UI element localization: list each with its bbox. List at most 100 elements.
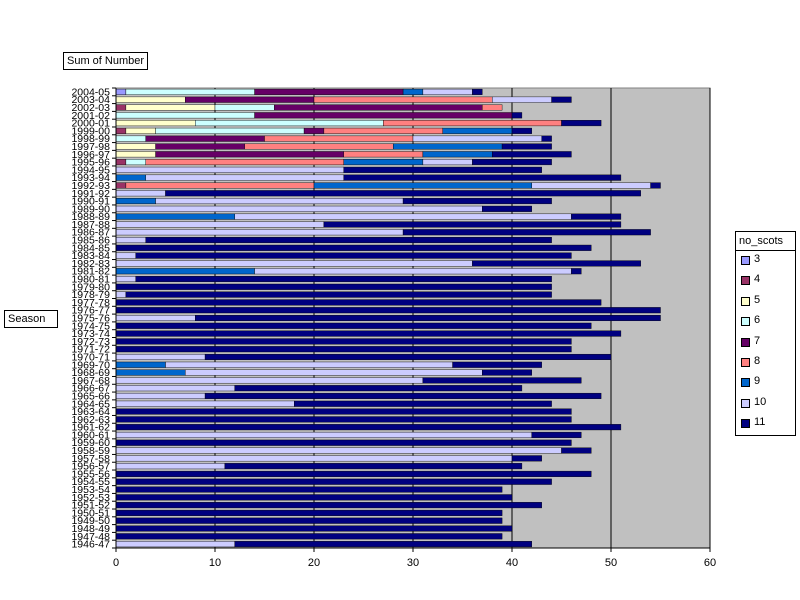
x-tick-label-30: 30 bbox=[407, 557, 419, 569]
bar-1977-78-s11 bbox=[115, 299, 602, 306]
legend-label-9: 9 bbox=[754, 375, 761, 388]
bar-2002-03-s6 bbox=[214, 104, 275, 111]
y-tick-label-1998-99: 1998-99 bbox=[71, 133, 110, 145]
row-field-button[interactable]: Season bbox=[4, 310, 58, 328]
bar-1996-97-s8 bbox=[343, 151, 424, 158]
legend-item-6: 6 bbox=[736, 312, 795, 332]
bar-1946-47-s11 bbox=[234, 541, 533, 548]
bar-2004-05-s10 bbox=[422, 88, 473, 95]
legend-item-10: 10 bbox=[736, 394, 795, 414]
y-tick-label-1961-62: 1961-62 bbox=[71, 422, 110, 434]
y-tick-label-1995-96: 1995-96 bbox=[71, 157, 110, 169]
bar-1997-98-s5 bbox=[115, 143, 156, 150]
bar-2003-04-s5 bbox=[115, 96, 186, 103]
bar-1999-00-s11 bbox=[511, 127, 532, 134]
y-tick-label-1957-58: 1957-58 bbox=[71, 453, 110, 465]
y-tick-label-1960-61: 1960-61 bbox=[71, 429, 110, 441]
legend-items: 3 4 5 6 7 8 9 10 11 bbox=[736, 251, 795, 435]
y-tick-label-1992-93: 1992-93 bbox=[71, 180, 110, 192]
bar-1963-64-s11 bbox=[115, 408, 572, 415]
y-tick-label-1965-66: 1965-66 bbox=[71, 390, 110, 402]
y-tick-label-1954-55: 1954-55 bbox=[71, 476, 110, 488]
bar-1999-00-s8 bbox=[323, 127, 443, 134]
bar-1997-98-s9 bbox=[393, 143, 503, 150]
bar-2003-04-s8 bbox=[313, 96, 493, 103]
bar-1986-87-s10 bbox=[115, 229, 404, 236]
y-tick-label-1952-53: 1952-53 bbox=[71, 492, 110, 504]
y-tick-label-1970-71: 1970-71 bbox=[71, 351, 110, 363]
y-tick-label-1973-74: 1973-74 bbox=[71, 328, 110, 340]
legend-label-6: 6 bbox=[754, 314, 761, 327]
y-tick-label-1986-87: 1986-87 bbox=[71, 227, 110, 239]
legend-label-4: 4 bbox=[754, 273, 761, 286]
bar-1999-00-s7 bbox=[303, 127, 325, 134]
y-tick-label-1964-65: 1964-65 bbox=[71, 398, 110, 410]
bar-1960-61-s11 bbox=[531, 431, 582, 438]
bar-1969-70-s9 bbox=[115, 361, 166, 368]
bar-1978-79-s10 bbox=[115, 291, 127, 298]
bar-1989-90-s10 bbox=[115, 205, 483, 212]
legend-label-3: 3 bbox=[754, 253, 761, 265]
data-field-label[interactable]: Sum of Number bbox=[63, 52, 149, 70]
y-tick-label-1958-59: 1958-59 bbox=[71, 445, 110, 457]
y-tick-label-1974-75: 1974-75 bbox=[71, 320, 110, 332]
bar-1967-68-s11 bbox=[422, 377, 582, 384]
bar-1983-84-s11 bbox=[135, 252, 572, 259]
bar-1980-81-s10 bbox=[115, 276, 136, 283]
y-tick-label-1962-63: 1962-63 bbox=[71, 414, 110, 426]
bar-1972-73-s11 bbox=[115, 338, 572, 345]
legend-swatch-8 bbox=[741, 357, 750, 367]
y-tick-label-1953-54: 1953-54 bbox=[71, 484, 110, 496]
bar-1969-70-s10 bbox=[165, 361, 453, 368]
y-tick-label-1987-88: 1987-88 bbox=[71, 219, 110, 231]
bar-1969-70-s11 bbox=[452, 361, 542, 368]
legend-label-10: 10 bbox=[754, 395, 767, 408]
bar-2004-05-s3 bbox=[115, 88, 127, 95]
y-tick-label-1997-98: 1997-98 bbox=[71, 141, 110, 153]
bar-1996-97-s5 bbox=[115, 151, 156, 158]
bar-1967-68-s10 bbox=[115, 377, 424, 384]
y-tick-label-1984-85: 1984-85 bbox=[71, 242, 110, 254]
y-tick-label-1991-92: 1991-92 bbox=[71, 188, 110, 200]
bar-1968-69-s11 bbox=[482, 369, 532, 376]
legend-label-5: 5 bbox=[754, 293, 761, 306]
legend-label-7: 7 bbox=[754, 334, 761, 347]
bar-2003-04-s7 bbox=[185, 96, 315, 103]
y-tick-label-1968-69: 1968-69 bbox=[71, 367, 110, 379]
bar-1968-69-s10 bbox=[185, 369, 483, 376]
legend-swatch-3 bbox=[741, 256, 750, 265]
bar-1993-94-s9 bbox=[115, 174, 146, 181]
bar-1991-92-s10 bbox=[115, 190, 166, 197]
bar-1946-47-s10 bbox=[115, 541, 236, 548]
bar-1995-96-s6 bbox=[125, 159, 146, 166]
bar-1986-87-s11 bbox=[402, 229, 651, 236]
bar-1987-88-s10 bbox=[115, 221, 325, 228]
bar-1985-86-s10 bbox=[115, 237, 146, 244]
y-tick-label-1966-67: 1966-67 bbox=[71, 383, 110, 395]
bar-2003-04-s11 bbox=[551, 96, 572, 103]
legend-title[interactable]: no_scots bbox=[736, 232, 795, 251]
bar-1995-96-s8 bbox=[145, 159, 344, 166]
bar-1975-76-s11 bbox=[194, 314, 661, 322]
bar-1970-71-s11 bbox=[204, 353, 612, 360]
legend: no_scots 3 4 5 6 7 8 9 10 11 bbox=[735, 231, 796, 436]
bar-1959-60-s11 bbox=[115, 439, 572, 446]
bar-1952-53-s11 bbox=[115, 494, 513, 501]
y-tick-label-1951-52: 1951-52 bbox=[71, 500, 110, 512]
bar-1956-57-s10 bbox=[115, 463, 226, 470]
y-tick-label-1994-95: 1994-95 bbox=[71, 164, 110, 176]
y-tick-label-1981-82: 1981-82 bbox=[71, 266, 110, 278]
x-tick-label-10: 10 bbox=[209, 557, 221, 569]
bar-1974-75-s11 bbox=[115, 322, 592, 329]
y-tick-label-1990-91: 1990-91 bbox=[71, 196, 110, 208]
bar-1947-48-s11 bbox=[115, 533, 503, 540]
bar-2002-03-s5 bbox=[125, 104, 216, 111]
bar-1999-00-s4 bbox=[115, 127, 127, 134]
bar-1948-49-s11 bbox=[115, 525, 513, 532]
x-tick-label-60: 60 bbox=[704, 557, 716, 569]
bar-1961-62-s11 bbox=[115, 424, 622, 431]
bar-1997-98-s11 bbox=[501, 143, 552, 150]
bar-1970-71-s10 bbox=[115, 353, 206, 360]
bar-1960-61-s10 bbox=[115, 431, 532, 438]
bar-1966-67-s10 bbox=[115, 385, 236, 392]
